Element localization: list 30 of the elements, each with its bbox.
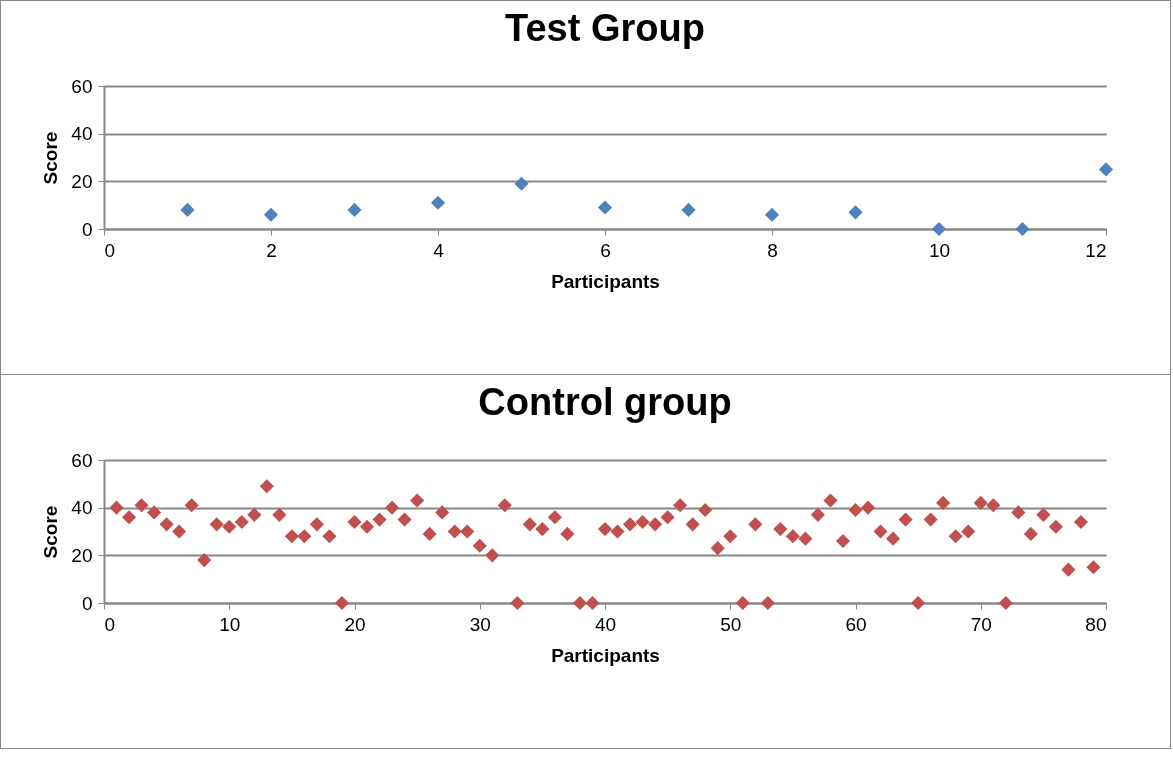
x-tick-label: 80 <box>1085 613 1107 635</box>
x-tick-label: 4 <box>433 239 445 261</box>
y-tick-label: 20 <box>71 544 93 566</box>
x-tick-label: 70 <box>970 613 992 635</box>
y-tick-label: 60 <box>71 75 93 97</box>
x-tick-label: 30 <box>469 613 491 635</box>
y-tick-label: 60 <box>71 449 93 471</box>
y-tick-label: 0 <box>81 218 93 240</box>
y-tick-label: 0 <box>81 592 93 614</box>
chart-title: Test Group <box>505 7 705 49</box>
x-tick-label: 12 <box>1085 239 1107 261</box>
x-axis-title: Participants <box>551 270 660 292</box>
y-axis-title: Score <box>40 131 62 185</box>
chart-title: Control group <box>478 381 732 423</box>
x-axis-title: Participants <box>551 644 660 666</box>
y-tick-label: 20 <box>71 170 93 192</box>
x-tick-label: 50 <box>720 613 742 635</box>
y-axis-title: Score <box>40 505 62 559</box>
x-tick-label: 10 <box>928 239 951 261</box>
y-tick-label: 40 <box>71 497 93 519</box>
y-tick-label: 40 <box>71 123 93 145</box>
x-tick-label: 60 <box>845 613 867 635</box>
x-tick-label: 6 <box>600 239 611 261</box>
x-tick-label: 0 <box>104 239 116 261</box>
x-tick-label: 8 <box>767 239 778 261</box>
x-tick-label: 0 <box>104 613 116 635</box>
x-tick-label: 10 <box>219 613 241 635</box>
x-tick-label: 2 <box>266 239 277 261</box>
x-tick-label: 40 <box>594 613 617 635</box>
x-tick-label: 20 <box>344 613 366 635</box>
